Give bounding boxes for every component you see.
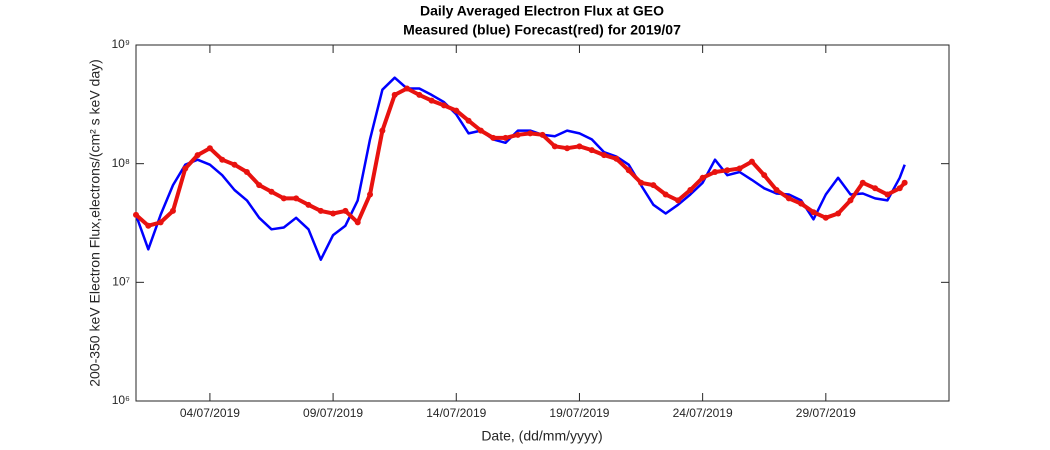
series-marker: [477, 127, 484, 134]
y-tick-label: 10⁷: [112, 275, 130, 289]
series-marker: [391, 91, 398, 98]
series-marker: [305, 201, 312, 208]
y-tick-label: 10⁶: [112, 393, 130, 407]
series-marker: [416, 91, 423, 98]
series-marker: [428, 97, 435, 104]
y-axis-label: 200-350 keV Electron Flux,electrons/(cm²…: [87, 59, 103, 387]
series-marker: [367, 191, 374, 198]
series-marker: [748, 158, 755, 165]
series-marker: [219, 156, 226, 163]
x-axis-label: Date, (dd/mm/yyyy): [481, 428, 602, 444]
series-marker: [835, 210, 842, 217]
series-line: [134, 76, 906, 261]
series-marker: [182, 165, 189, 172]
series-marker: [440, 102, 447, 109]
series-marker: [280, 195, 287, 202]
series-marker: [736, 165, 743, 172]
series-marker: [256, 182, 263, 189]
series-marker: [527, 130, 534, 137]
series-marker: [231, 161, 238, 168]
series-marker: [773, 186, 780, 193]
y-tick-label: 10⁸: [112, 156, 130, 170]
series-marker: [896, 185, 903, 192]
series-line: [134, 86, 907, 228]
series-marker: [711, 169, 718, 176]
x-tick-label: 09/07/2019: [303, 406, 363, 420]
series-marker: [662, 191, 669, 198]
series-marker: [453, 107, 460, 114]
series-marker: [169, 207, 176, 214]
series-marker: [354, 219, 361, 226]
series-marker: [342, 207, 349, 214]
plot-frame: [135, 44, 950, 402]
series-marker: [884, 191, 891, 198]
chart-title: Daily Averaged Electron Flux at GEO: [420, 3, 664, 19]
series-marker: [601, 152, 608, 159]
series-marker: [293, 195, 300, 202]
series-marker: [859, 179, 866, 186]
series-marker: [625, 167, 632, 174]
x-tick-label: 24/07/2019: [673, 406, 733, 420]
series-marker: [317, 207, 324, 214]
series-marker: [539, 131, 546, 138]
series-marker: [650, 182, 657, 189]
x-tick-label: 19/07/2019: [549, 406, 609, 420]
series-marker: [243, 169, 250, 176]
series-marker: [576, 143, 583, 150]
series-marker: [194, 152, 201, 159]
series-marker: [724, 167, 731, 174]
series-marker: [157, 219, 164, 226]
series-marker: [502, 134, 509, 141]
series-marker: [514, 131, 521, 138]
series-marker: [638, 179, 645, 186]
x-tick-label: 04/07/2019: [180, 406, 240, 420]
series-marker: [675, 197, 681, 204]
series-marker: [872, 185, 879, 192]
series-marker: [822, 214, 829, 221]
series-marker: [133, 211, 139, 218]
x-tick-label: 14/07/2019: [426, 406, 486, 420]
series-marker: [564, 145, 571, 152]
series-marker: [268, 188, 275, 195]
series-marker: [404, 85, 410, 92]
series-marker: [588, 147, 595, 154]
series-marker: [465, 117, 472, 124]
series-marker: [490, 134, 497, 141]
series-marker: [699, 174, 706, 181]
series-marker: [847, 197, 854, 204]
y-tick-label: 10⁹: [112, 37, 131, 51]
series-marker: [379, 127, 386, 134]
series-marker: [798, 200, 805, 207]
x-tick-label: 29/07/2019: [796, 406, 856, 420]
series-marker: [145, 222, 152, 229]
series-marker: [761, 172, 768, 179]
series-marker: [330, 210, 337, 217]
series-marker: [687, 186, 694, 193]
series-marker: [551, 143, 558, 150]
series-marker: [810, 209, 817, 216]
series-marker: [901, 179, 908, 186]
series-marker: [206, 145, 213, 152]
series-marker: [613, 155, 620, 162]
chart-subtitle: Measured (blue) Forecast(red) for 2019/0…: [403, 22, 681, 38]
series-marker: [785, 195, 792, 202]
